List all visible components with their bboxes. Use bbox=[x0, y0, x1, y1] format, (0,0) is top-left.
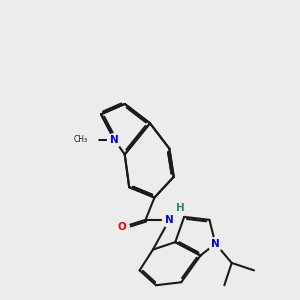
Text: H: H bbox=[176, 203, 185, 213]
Text: N: N bbox=[211, 238, 220, 249]
Text: O: O bbox=[117, 222, 126, 232]
Text: N: N bbox=[110, 135, 119, 145]
Text: N: N bbox=[165, 215, 174, 225]
Text: CH₃: CH₃ bbox=[74, 135, 88, 144]
